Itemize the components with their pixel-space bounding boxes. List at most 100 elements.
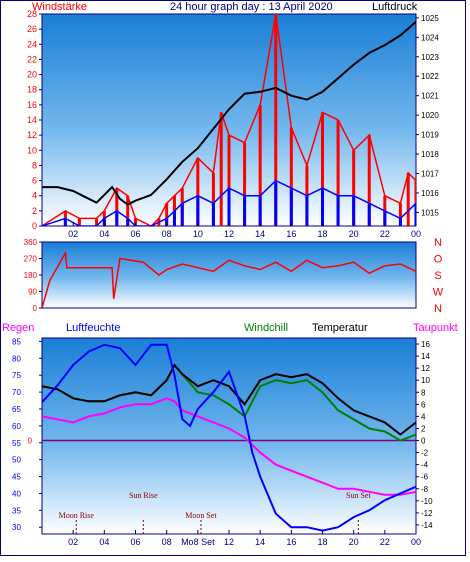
humidity-tick-label: 45 (12, 473, 21, 482)
humidity-tick-label: 65 (12, 405, 21, 414)
temperature-tick-label: 16 (421, 340, 430, 349)
direction-tick-label: 0 (33, 304, 38, 313)
legend-humidity: Luftfeuchte (66, 322, 120, 334)
x-tick-label: 08 (162, 537, 172, 547)
temperature-tick-label: -6 (421, 473, 429, 482)
astro-label: Moon Set (185, 511, 217, 520)
x-tick-label: 04 (99, 537, 109, 547)
x-tick-label: 06 (130, 229, 140, 239)
x-tick-label: 00 (411, 229, 421, 239)
y-right-tick-label: 1021 (421, 92, 439, 101)
temperature-tick-label: 12 (421, 364, 430, 373)
gust-line (42, 179, 416, 226)
y-left-tick-label: 14 (27, 115, 37, 125)
x-tick-label: 02 (68, 229, 78, 239)
y-left-tick-label: 16 (27, 100, 37, 110)
temperature-tick-label: 4 (421, 412, 426, 421)
pressure-line (42, 21, 416, 206)
wind-direction-line (42, 250, 416, 308)
x-tick-label: 12 (224, 229, 234, 239)
legend-dewpoint: Taupunkt (413, 322, 458, 334)
y-left-tick-label: 18 (27, 85, 37, 95)
y-left-tick-label: 26 (27, 24, 37, 34)
y-right-tick-label: 1015 (421, 208, 439, 217)
y-left-tick-label: 2 (32, 206, 37, 216)
y-right-tick-label: 1023 (421, 53, 439, 62)
temperature-tick-label: 6 (421, 400, 426, 409)
temperature-tick-label: -10 (421, 497, 433, 506)
compass-label: W (433, 287, 444, 299)
x-tick-label: 08 (162, 229, 172, 239)
rain-value-label: 0 (28, 437, 33, 446)
temperature-tick-label: 8 (421, 388, 426, 397)
x-tick-label: 18 (317, 229, 327, 239)
y-left-tick-label: 12 (27, 130, 37, 140)
temperature-tick-label: -2 (421, 449, 429, 458)
y-left-tick-label: 24 (27, 39, 37, 49)
temperature-tick-label: -4 (421, 461, 429, 470)
humidity-line (42, 343, 416, 532)
x-tick-label: 16 (286, 537, 296, 547)
y-left-tick-label: 20 (27, 70, 37, 80)
y-left-tick-label: 0 (32, 221, 37, 231)
x-tick-label: 04 (99, 229, 109, 239)
x-tick-label: 14 (255, 229, 265, 239)
y-left-tick-label: 8 (32, 160, 37, 170)
y-right-tick-label: 1020 (421, 111, 439, 120)
panel3-plot-area (41, 337, 417, 535)
dewpoint-line (42, 397, 416, 496)
humidity-tick-label: 35 (12, 506, 21, 515)
x-tick-label: 20 (349, 537, 359, 547)
temperature-tick-label: -12 (421, 509, 433, 518)
x-tick-label: 02 (68, 537, 78, 547)
temperature-tick-label: 14 (421, 352, 430, 361)
temperature-tick-label: -14 (421, 521, 433, 530)
compass-label: S (434, 270, 441, 282)
humidity-tick-label: 30 (12, 523, 21, 532)
temperature-tick-label: 0 (421, 437, 426, 446)
direction-tick-label: 90 (28, 288, 37, 297)
astro-label: Sun Set (346, 491, 371, 500)
humidity-tick-label: 50 (12, 456, 21, 465)
y-right-tick-label: 1019 (421, 131, 439, 140)
panel1-left-label: Windstärke (32, 1, 87, 13)
direction-tick-label: 270 (24, 255, 38, 264)
y-left-tick-label: 22 (27, 54, 37, 64)
chart-title: 24 hour graph day : 13 April 2020 (170, 1, 333, 13)
humidity-tick-label: 60 (12, 422, 21, 431)
humidity-tick-label: 80 (12, 354, 21, 363)
temperature-tick-label: 10 (421, 376, 430, 385)
humidity-tick-label: 40 (12, 489, 21, 498)
legend-temperature: Temperatur (312, 322, 368, 334)
humidity-tick-label: 55 (12, 439, 21, 448)
x-tick-label: 14 (255, 537, 265, 547)
panel1-right-label: Luftdruck (372, 1, 418, 13)
x-tick-overlay-label: Mo8 Set (181, 537, 215, 547)
x-tick-label: 00 (411, 537, 421, 547)
x-tick-label: 22 (380, 229, 390, 239)
x-tick-label: 20 (349, 229, 359, 239)
y-left-tick-label: 28 (27, 9, 37, 19)
y-left-tick-label: 6 (32, 176, 37, 186)
x-tick-label: 16 (286, 229, 296, 239)
humidity-tick-label: 75 (12, 371, 21, 380)
legend-rain: Regen (2, 322, 34, 334)
astro-label: Moon Rise (59, 511, 95, 520)
y-right-tick-label: 1016 (421, 189, 439, 198)
astro-label: Sun Rise (129, 491, 158, 500)
y-left-tick-label: 4 (32, 191, 37, 201)
panel2-plot-area (41, 241, 417, 309)
y-right-tick-label: 1017 (421, 169, 439, 178)
compass-label: N (434, 237, 442, 249)
x-tick-label: 18 (317, 537, 327, 547)
y-right-tick-label: 1018 (421, 150, 439, 159)
y-right-tick-label: 1025 (421, 14, 439, 23)
compass-label: N (434, 303, 442, 315)
compass-label: O (434, 254, 443, 266)
x-tick-label: 06 (130, 537, 140, 547)
direction-tick-label: 180 (24, 271, 38, 280)
temperature-tick-label: 2 (421, 424, 426, 433)
y-right-tick-label: 1022 (421, 72, 439, 81)
y-right-tick-label: 1024 (421, 33, 439, 42)
